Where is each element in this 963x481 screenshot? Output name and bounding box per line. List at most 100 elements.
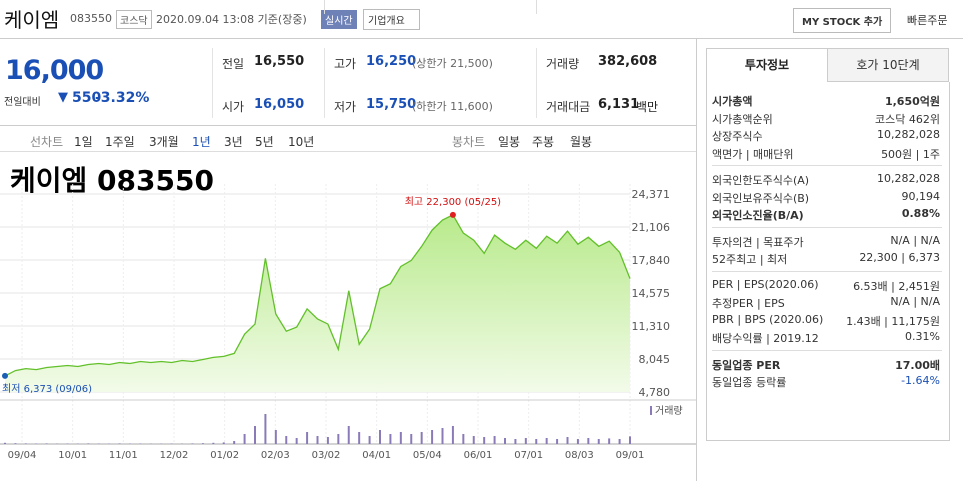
x-tick-label: 09/04 (8, 450, 37, 461)
stat-note: (하한가 11,600) (412, 100, 493, 113)
x-tick-label: 10/01 (58, 450, 87, 461)
current-price: 16,000 (5, 55, 104, 86)
quote-divider (0, 125, 697, 126)
group-divider (712, 165, 942, 166)
info-label: PBR | BPS (2020.06) (712, 312, 824, 326)
period-tab[interactable]: 3개월 (149, 135, 179, 149)
group-divider (712, 270, 942, 272)
volume-bar (222, 442, 225, 444)
volume-bar (316, 436, 319, 444)
candle-tab[interactable]: 주봉 (532, 135, 555, 149)
quick-order[interactable]: 빠른주문 (907, 14, 948, 27)
volume-bar (618, 439, 621, 444)
info-value: N/A | N/A (890, 295, 940, 308)
info-value: 90,194 (901, 189, 941, 203)
info-value: 0.88% (901, 207, 940, 220)
volume-bar (347, 426, 350, 444)
period-tab[interactable]: 10년 (288, 135, 315, 149)
stat-label: 고가 (334, 57, 357, 71)
period-tab[interactable]: 1일 (74, 135, 93, 149)
y-tick-label: 21,106 (632, 221, 671, 234)
period-tab[interactable]: 1주일 (105, 135, 135, 149)
volume-bar (118, 443, 121, 444)
company-info-dropdown[interactable]: 기업개요 (363, 9, 420, 30)
stat-value: 16,050 (254, 97, 305, 112)
stat-label: 저가 (334, 100, 357, 114)
x-tick-label: 12/02 (160, 450, 189, 461)
volume-bar (45, 443, 48, 444)
volume-bar (483, 437, 486, 444)
change-label: 전일대비 (4, 97, 41, 108)
info-value: 17.00배 (895, 358, 940, 372)
tabs-divider (0, 151, 697, 152)
stat-value: 6,131 (598, 97, 640, 112)
volume-bar (35, 443, 38, 444)
info-value: 1.43배 | 11,175원 (846, 314, 940, 328)
stat-unit: 백만 (636, 100, 659, 114)
y-tick-label: 17,840 (632, 254, 671, 267)
period-tab[interactable]: 3년 (224, 135, 243, 149)
mystock-button[interactable]: MY STOCK 추가 (793, 8, 892, 33)
y-tick-label: 4,780 (639, 386, 671, 399)
volume-bar (170, 443, 173, 444)
stat-label: 거래대금 (546, 100, 591, 114)
volume-bar (14, 443, 17, 444)
info-value: 500원 | 1주 (881, 147, 940, 161)
volume-bar (233, 441, 236, 444)
info-label: 투자의견 | 목표주가 (712, 235, 804, 249)
info-label: 시가총액 (712, 95, 753, 108)
period-tab[interactable]: 5년 (255, 135, 274, 149)
volume-bar (285, 436, 288, 444)
volume-bar (389, 434, 392, 444)
volume-bar (337, 434, 340, 444)
low-marker (2, 372, 8, 379)
volume-bar (243, 434, 246, 444)
volume-bar (24, 443, 27, 444)
info-label: 외국인한도주식수(A) (712, 174, 810, 187)
info-value: 1,650억원 (884, 95, 940, 108)
volume-bar (462, 434, 465, 444)
info-label: 외국인소진율(B/A) (712, 209, 804, 222)
period-tab[interactable]: 1년 (192, 135, 211, 149)
volume-bar (566, 437, 569, 444)
volume-bar (4, 442, 6, 444)
y-tick-label: 8,045 (639, 353, 671, 366)
panel-tab[interactable]: 투자정보 (706, 48, 828, 82)
header-divider (0, 38, 963, 39)
price-area (5, 214, 630, 392)
volume-bar (326, 437, 329, 444)
panel-tab[interactable]: 호가 10단계 (827, 48, 949, 82)
stat-divider (324, 48, 325, 118)
y-tick-label: 14,575 (632, 287, 671, 300)
info-value: 22,300 | 6,373 (859, 251, 940, 264)
volume-bar (264, 414, 267, 444)
volume-bar (493, 436, 496, 444)
x-tick-label: 02/03 (261, 450, 290, 461)
candle-tab[interactable]: 일봉 (498, 135, 521, 149)
volume-bar (97, 443, 100, 444)
x-tick-label: 11/01 (109, 450, 138, 461)
y-tick-label: 11,310 (632, 320, 671, 333)
volume-bar (274, 430, 277, 444)
market-badge: 코스닥 (116, 10, 152, 29)
stat-value: 382,608 (598, 54, 658, 69)
candle-tab[interactable]: 월봉 (570, 135, 593, 149)
stat-label: 전일 (222, 57, 245, 71)
volume-bar (576, 439, 579, 444)
info-label: 52주최고 | 최저 (712, 253, 788, 266)
low-label: 최저 6,373 (09/06) (2, 383, 92, 395)
stat-label: 거래량 (546, 57, 580, 71)
volume-bar (535, 439, 538, 444)
info-label: 외국인보유주식수(B) (712, 191, 810, 205)
volume-bar (254, 426, 256, 444)
info-value: -1.64% (901, 374, 940, 387)
x-tick-label: 04/01 (362, 450, 391, 461)
info-label: 배당수익률 | 2019.12 (712, 332, 819, 345)
info-label: 추정PER | EPS (712, 297, 785, 310)
info-label: PER | EPS(2020.06) (712, 277, 819, 291)
info-label: 상장주식수 (712, 130, 763, 143)
volume-bar (514, 439, 517, 444)
volume-bar (451, 426, 454, 444)
volume-bar (629, 436, 631, 444)
